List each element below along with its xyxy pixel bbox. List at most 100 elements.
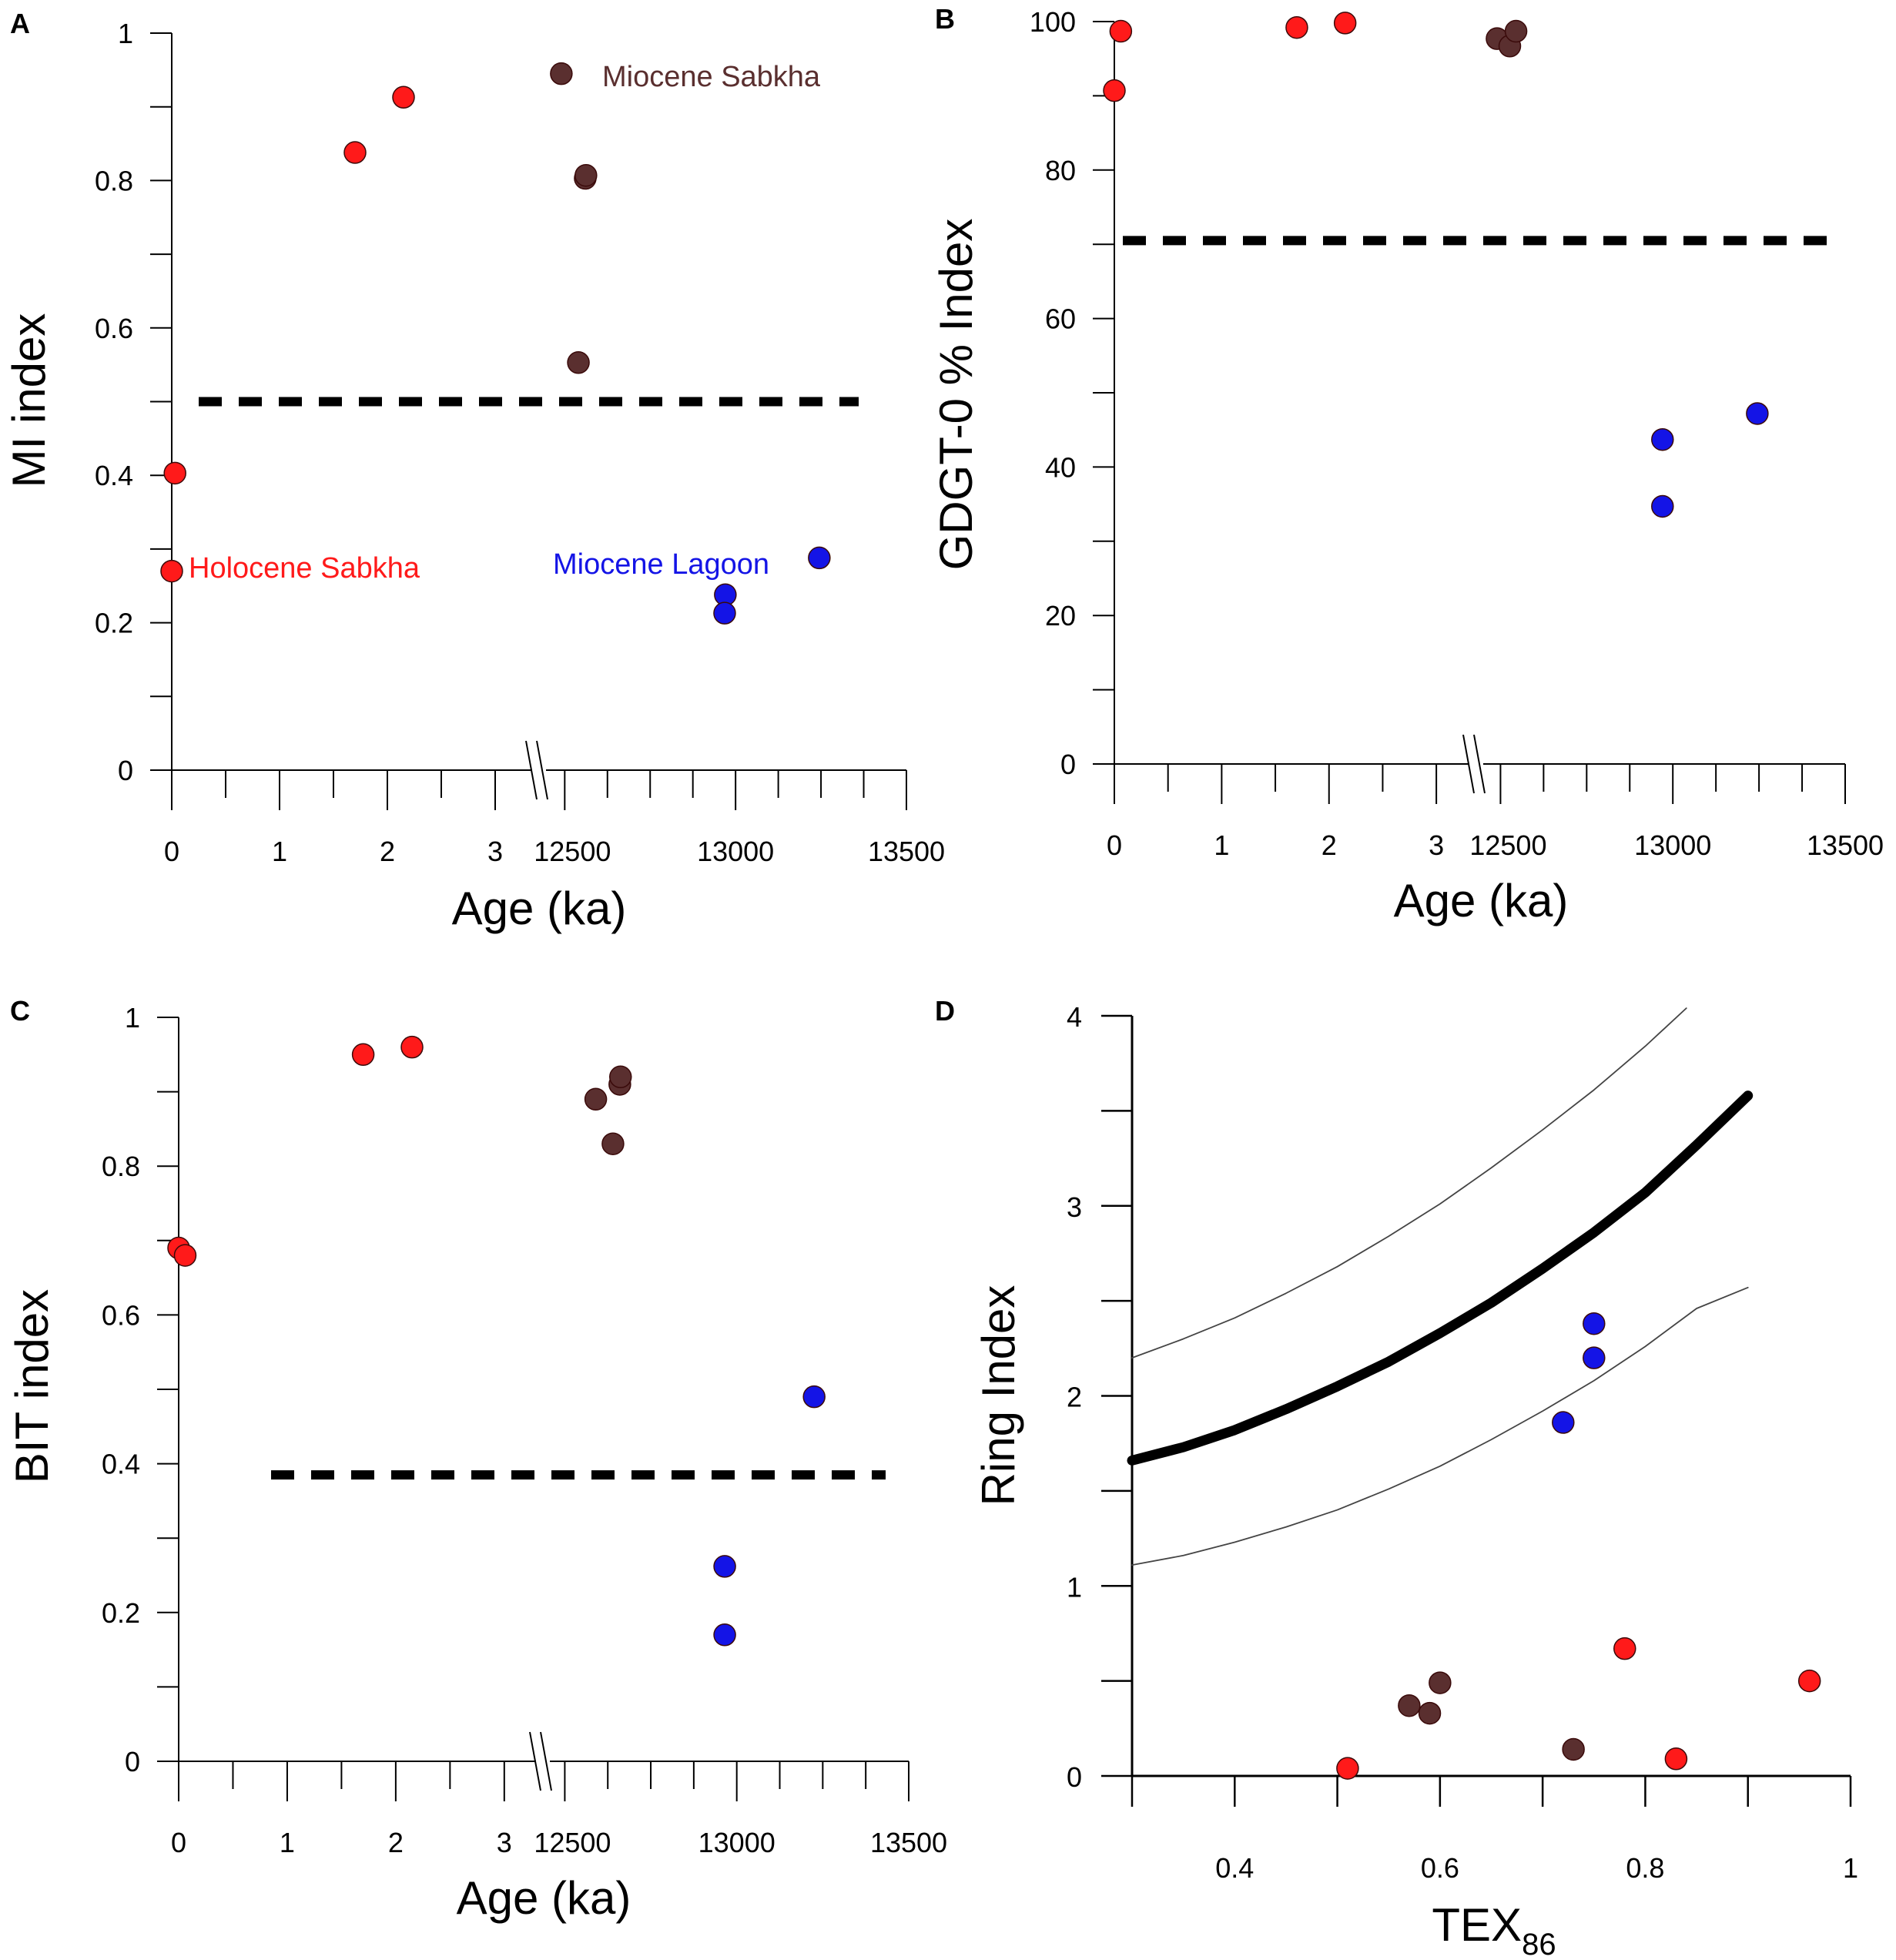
curve-ring-index-fit — [1127, 1091, 1754, 1466]
y-axis-title: Ring Index — [973, 1285, 1024, 1506]
data-point — [1746, 402, 1769, 425]
y-tick-label: 80 — [1045, 155, 1076, 186]
x-tick-label: 1 — [280, 1827, 295, 1858]
data-point — [343, 141, 367, 164]
data-point — [808, 546, 831, 570]
x-tick-label: 1 — [272, 836, 287, 867]
data-point — [1583, 1312, 1606, 1335]
data-point — [1797, 1669, 1821, 1693]
data-point — [1562, 1737, 1585, 1761]
annotation-miocene-lagoon: Miocene Lagoon — [553, 548, 769, 581]
data-point — [1103, 79, 1126, 102]
data-point — [574, 163, 598, 187]
series-miocene-sabkha — [584, 1065, 632, 1155]
y-tick-label: 0.6 — [102, 1299, 140, 1331]
y-tick-label: 1 — [118, 18, 133, 49]
data-point — [584, 1087, 608, 1111]
y-tick-label: 4 — [1067, 1001, 1082, 1033]
series-holocene — [1103, 12, 1357, 102]
data-point — [567, 351, 590, 374]
y-tick-label: 0 — [118, 755, 133, 786]
y-tick-label: 60 — [1045, 303, 1076, 335]
y-tick-label: 100 — [1030, 6, 1076, 38]
y-tick-label: 0 — [1067, 1761, 1082, 1793]
data-point — [1333, 12, 1357, 35]
data-point — [1651, 427, 1674, 451]
data-point — [1429, 1671, 1452, 1694]
series-miocene-sabkha — [1398, 1671, 1585, 1761]
data-point — [1109, 19, 1133, 43]
x-tick-label: 3 — [487, 836, 503, 867]
axis-break-mark — [525, 740, 538, 800]
y-tick-label: 0.4 — [102, 1449, 140, 1480]
data-point — [392, 85, 415, 109]
data-point — [713, 1555, 736, 1578]
data-point — [713, 601, 736, 625]
y-tick-label: 0.8 — [95, 165, 133, 196]
data-point — [1418, 1701, 1442, 1725]
panel-letter: C — [10, 995, 30, 1027]
x-tick-label: 1 — [1214, 829, 1229, 861]
panel-letter: A — [10, 8, 30, 39]
x-tick-label: 0 — [171, 1827, 186, 1858]
series-holocene — [1336, 1637, 1821, 1780]
data-point — [802, 1385, 826, 1409]
y-axis-title: GDGT-0 % Index — [930, 219, 982, 571]
data-point — [160, 559, 183, 583]
data-point — [400, 1035, 424, 1059]
x-axis-title: Age (ka) — [1394, 875, 1569, 926]
x-tick-label: 2 — [1322, 829, 1337, 861]
x-tick-label: 13000 — [698, 1827, 775, 1858]
data-point — [1336, 1757, 1359, 1780]
annotation-miocene-sabkha: Miocene Sabkha — [602, 61, 821, 93]
data-point — [1664, 1747, 1688, 1771]
series-miocene-sabkha — [1486, 19, 1528, 58]
x-tick-label: 13000 — [1634, 829, 1711, 861]
data-point — [1583, 1346, 1606, 1369]
data-point — [713, 1623, 736, 1647]
x-tick-label: 13500 — [870, 1827, 947, 1858]
x-tick-label: 12500 — [534, 836, 611, 867]
data-point — [1504, 19, 1528, 43]
data-point — [351, 1043, 375, 1067]
y-axis-title: MI index — [3, 313, 55, 488]
y-tick-label: 0.2 — [102, 1597, 140, 1629]
series-miocene-lagoon — [1651, 402, 1769, 518]
panel-a: A 0 0.2 0.4 0.6 0.8 1 MI index 0 1 2 3 12500 13000 135… — [3, 8, 945, 934]
series-miocene-lagoon — [713, 546, 831, 625]
x-tick-label: 13500 — [1807, 829, 1884, 861]
panel-b: B 0 20 40 60 80 100 GDGT-0 % Index 0 1 2 3 12500 1300… — [930, 3, 1884, 926]
x-tick-label: 0.6 — [1421, 1852, 1459, 1884]
y-axis-title: BIT index — [6, 1289, 58, 1483]
x-tick-label: 3 — [497, 1827, 512, 1858]
x-axis-title-subscript: 86 — [1522, 1928, 1556, 1960]
panel-letter: B — [935, 3, 955, 35]
x-axis-title: Age (ka) — [457, 1872, 631, 1924]
y-tick-label: 0 — [1060, 749, 1076, 780]
y-tick-label: 1 — [1067, 1571, 1082, 1603]
series-miocene-lagoon — [1552, 1312, 1606, 1434]
y-tick-label: 0.8 — [102, 1151, 140, 1182]
series-holocene — [160, 85, 415, 583]
x-tick-label: 0.8 — [1626, 1852, 1664, 1884]
x-tick-label: 0 — [1107, 829, 1122, 861]
data-point — [1613, 1637, 1636, 1660]
curve-lower-bound — [1131, 1286, 1749, 1566]
panel-c: C 0 0.2 0.4 0.6 0.8 1 BIT index 0 1 2 3 12500 13000 13… — [6, 995, 947, 1924]
curve-upper-bound — [1131, 1007, 1687, 1359]
axis-break-mark — [1473, 734, 1486, 794]
data-point — [1398, 1694, 1421, 1717]
axis-break-mark — [540, 1731, 552, 1791]
x-tick-label: 3 — [1429, 829, 1444, 861]
y-tick-label: 20 — [1045, 600, 1076, 632]
series-miocene-sabkha — [550, 62, 598, 374]
data-point — [173, 1244, 197, 1267]
y-tick-label: 2 — [1067, 1382, 1082, 1413]
x-tick-label: 13500 — [868, 836, 945, 867]
axis-break-mark — [536, 740, 548, 800]
data-point — [1552, 1411, 1575, 1434]
axis-break-mark — [529, 1731, 541, 1791]
data-point — [163, 461, 186, 485]
panel-letter: D — [935, 995, 955, 1027]
